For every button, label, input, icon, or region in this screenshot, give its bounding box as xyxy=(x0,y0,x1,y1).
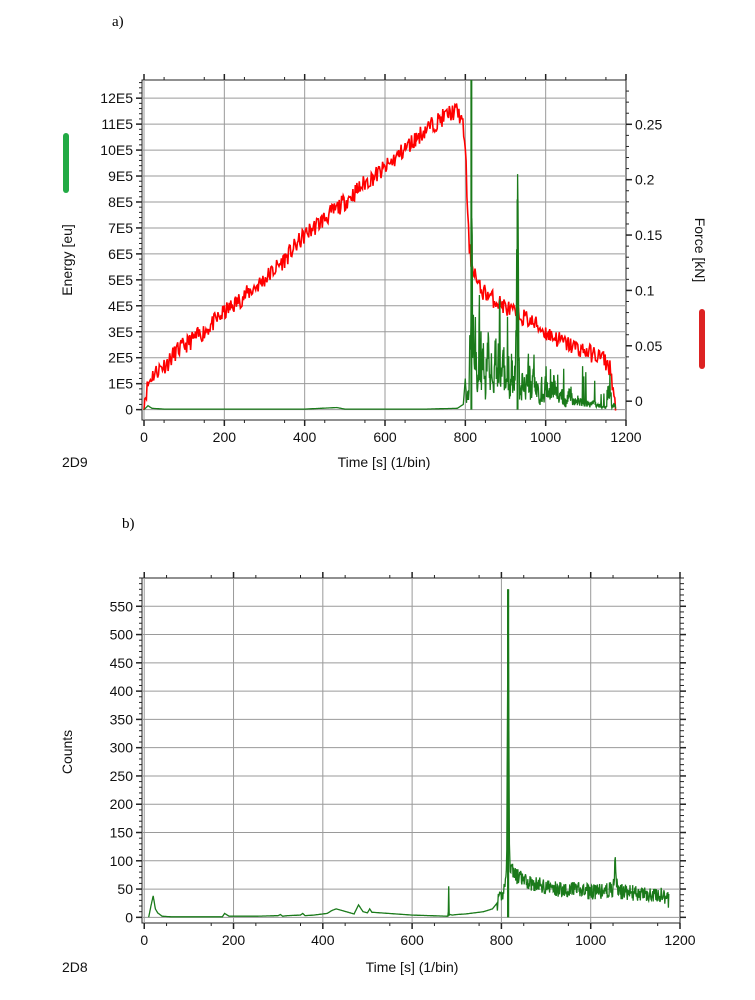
panel-a: a) 0 200 400 600 800 1000 1200 0 1E5 2E5 3E5 4E5 5E… xyxy=(59,14,708,470)
y-tick-label: 1E5 xyxy=(108,376,133,392)
x-tick-label: 800 xyxy=(490,932,514,948)
panel-b-chart-id: 2D8 xyxy=(62,959,88,975)
panel-a-y2-tick-labels: 0 0.05 0.1 0.15 0.2 0.25 xyxy=(635,116,662,409)
x-tick-label: 600 xyxy=(400,932,424,948)
panel-a-x-tick-labels: 0 200 400 600 800 1000 1200 xyxy=(140,429,642,445)
panel-a-ticks xyxy=(136,74,632,426)
y-tick-label: 200 xyxy=(110,796,134,812)
x-tick-label: 1200 xyxy=(610,429,641,445)
y2-tick-label: 0.2 xyxy=(635,172,655,188)
y-tick-label: 500 xyxy=(110,627,134,643)
y-tick-label: 400 xyxy=(110,683,134,699)
x-tick-label: 0 xyxy=(140,932,148,948)
panel-b-ticks xyxy=(136,572,686,929)
x-tick-label: 1000 xyxy=(530,429,561,445)
y-tick-label: 7E5 xyxy=(108,220,133,236)
y-tick-label: 50 xyxy=(117,881,133,897)
panel-a-gridlines xyxy=(142,80,626,420)
x-tick-label: 600 xyxy=(373,429,397,445)
y-tick-label: 2E5 xyxy=(108,350,133,366)
panel-a-label: a) xyxy=(112,14,124,30)
panel-b-plot-frame xyxy=(141,577,681,924)
y-tick-label: 4E5 xyxy=(108,298,133,314)
force-line xyxy=(143,102,617,411)
panel-a-y-tick-labels: 0 1E5 2E5 3E5 4E5 5E5 6E5 7E5 8E5 9E5 10E5 11E5 12E5 xyxy=(100,90,133,417)
x-tick-label: 200 xyxy=(222,932,246,948)
panel-b-gridlines xyxy=(142,578,680,923)
panel-b-x-tick-labels: 0 200 400 600 800 1000 1200 xyxy=(140,932,695,948)
y2-tick-label: 0 xyxy=(635,393,643,409)
y2-tick-label: 0.05 xyxy=(635,338,662,354)
y-tick-label: 250 xyxy=(110,768,134,784)
panel-b-counts-series xyxy=(148,589,670,918)
y-tick-label: 550 xyxy=(110,598,134,614)
y2-tick-label: 0.25 xyxy=(635,116,662,132)
x-tick-label: 1200 xyxy=(664,932,695,948)
y-tick-label: 300 xyxy=(110,740,134,756)
panel-a-energy-series xyxy=(143,80,617,411)
y-tick-label: 150 xyxy=(110,825,134,841)
panel-b-y-tick-labels: 0 50 100 150 200 250 300 350 400 450 500 550 xyxy=(110,598,134,925)
panel-b: b) 0 200 400 600 800 1000 1200 0 50 100 150 200 250… xyxy=(59,516,696,975)
counts-line xyxy=(148,589,670,918)
panel-a-chart-id: 2D9 xyxy=(62,454,88,470)
panel-b-y-axis-title: Counts xyxy=(59,730,75,774)
y2-tick-label: 0.1 xyxy=(635,282,655,298)
y-tick-label: 450 xyxy=(110,655,134,671)
x-tick-label: 400 xyxy=(311,932,335,948)
x-tick-label: 1000 xyxy=(575,932,606,948)
panel-b-label: b) xyxy=(122,516,135,532)
y-tick-label: 11E5 xyxy=(101,116,133,132)
panel-a-y-axis-title: Energy [eu] xyxy=(59,224,75,296)
y-tick-label: 3E5 xyxy=(108,324,133,340)
x-tick-label: 200 xyxy=(213,429,237,445)
energy-line xyxy=(143,174,617,411)
panel-a-x-axis-title: Time [s] (1/bin) xyxy=(338,454,431,470)
panel-b-x-axis-title: Time [s] (1/bin) xyxy=(366,959,459,975)
panel-a-plot-frame xyxy=(141,79,627,421)
x-tick-label: 400 xyxy=(293,429,317,445)
panel-a-force-series xyxy=(143,102,617,411)
y-tick-label: 100 xyxy=(110,853,134,869)
y-tick-label: 12E5 xyxy=(100,90,133,106)
x-tick-label: 0 xyxy=(140,429,148,445)
y-tick-label: 0 xyxy=(125,909,133,925)
y-tick-label: 5E5 xyxy=(108,272,133,288)
y-tick-label: 8E5 xyxy=(108,194,133,210)
panel-a-y2-axis-title: Force [kN] xyxy=(692,218,708,283)
x-tick-label: 800 xyxy=(454,429,478,445)
y-tick-label: 350 xyxy=(110,711,134,727)
y-tick-label: 10E5 xyxy=(100,142,133,158)
y2-tick-label: 0.15 xyxy=(635,227,662,243)
y-tick-label: 9E5 xyxy=(108,168,133,184)
y-tick-label: 6E5 xyxy=(108,246,133,262)
y-tick-label: 0 xyxy=(125,402,133,418)
